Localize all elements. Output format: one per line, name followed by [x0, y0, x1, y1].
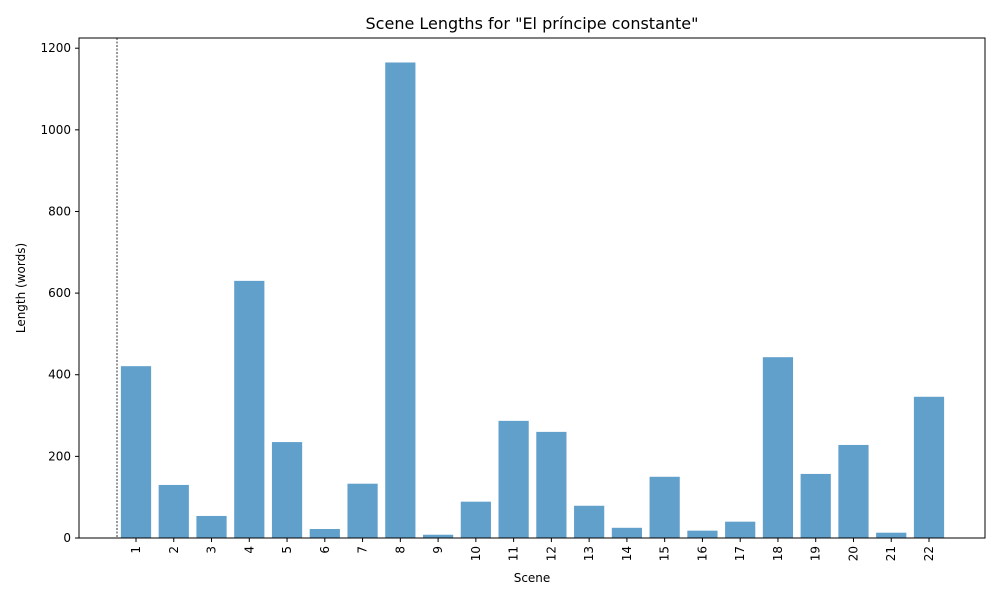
x-tick-label-4: 4	[242, 546, 256, 554]
x-tick-label-16: 16	[695, 546, 709, 561]
bar-scene-22	[913, 396, 945, 538]
bar-scene-5	[271, 442, 303, 538]
bar-scene-21	[876, 532, 907, 538]
x-tick-label-2: 2	[167, 546, 181, 554]
x-tick-label-15: 15	[658, 546, 672, 561]
bar-scene-19	[800, 473, 831, 538]
bar-scene-15	[649, 476, 680, 538]
bar-scene-18	[762, 357, 794, 538]
x-tick-label-6: 6	[318, 546, 332, 554]
y-tick-label-800: 800	[48, 204, 71, 218]
bar-scene-9	[422, 534, 454, 538]
bar-scene-8	[385, 62, 416, 538]
x-tick-label-13: 13	[582, 546, 596, 561]
y-tick-label-1200: 1200	[40, 41, 71, 55]
x-axis: 1 2 3 4 5 6 7 8 9 10 11 12 13 14 15 16 17 18 19 20 21 22	[129, 538, 936, 561]
bar-scene-13	[574, 505, 605, 538]
bar-scene-10	[460, 501, 491, 538]
bar-scene-6	[309, 529, 340, 538]
x-tick-label-18: 18	[771, 546, 785, 561]
y-tick-label-0: 0	[63, 531, 71, 545]
x-tick-label-10: 10	[469, 546, 483, 561]
x-axis-label: Scene	[514, 571, 551, 585]
y-tick-label-200: 200	[48, 449, 71, 463]
x-tick-label-9: 9	[431, 546, 445, 554]
x-tick-label-1: 1	[129, 546, 143, 554]
x-tick-label-20: 20	[846, 546, 860, 561]
bar-scene-4	[234, 280, 265, 538]
x-tick-label-19: 19	[809, 546, 823, 561]
x-tick-label-8: 8	[393, 546, 407, 554]
bar-scene-2	[158, 484, 189, 538]
bar-scene-14	[611, 527, 643, 538]
bars-group	[120, 62, 945, 538]
y-axis-label: Length (words)	[14, 243, 28, 333]
x-tick-label-11: 11	[507, 546, 521, 561]
x-tick-label-17: 17	[733, 546, 747, 561]
x-tick-label-5: 5	[280, 546, 294, 554]
bar-scene-11	[498, 420, 529, 538]
y-axis: 0 200 400 600 800 1000 1200	[40, 41, 79, 545]
x-tick-label-14: 14	[620, 546, 634, 561]
y-tick-label-400: 400	[48, 368, 71, 382]
bar-scene-20	[838, 444, 869, 538]
bar-scene-3	[196, 515, 227, 538]
bar-scene-17	[725, 521, 756, 538]
bar-scene-7	[347, 483, 378, 538]
chart-title: Scene Lengths for "El príncipe constante…	[366, 14, 699, 33]
bar-scene-16	[687, 530, 718, 538]
y-tick-label-1000: 1000	[40, 123, 71, 137]
y-tick-label-600: 600	[48, 286, 71, 300]
bar-scene-1	[120, 366, 152, 538]
x-tick-label-12: 12	[544, 546, 558, 561]
x-tick-label-22: 22	[922, 546, 936, 561]
x-tick-label-21: 21	[884, 546, 898, 561]
bar-scene-12	[536, 431, 567, 538]
plot-frame	[78, 37, 986, 539]
x-tick-label-7: 7	[356, 546, 370, 554]
x-tick-label-3: 3	[205, 546, 219, 554]
